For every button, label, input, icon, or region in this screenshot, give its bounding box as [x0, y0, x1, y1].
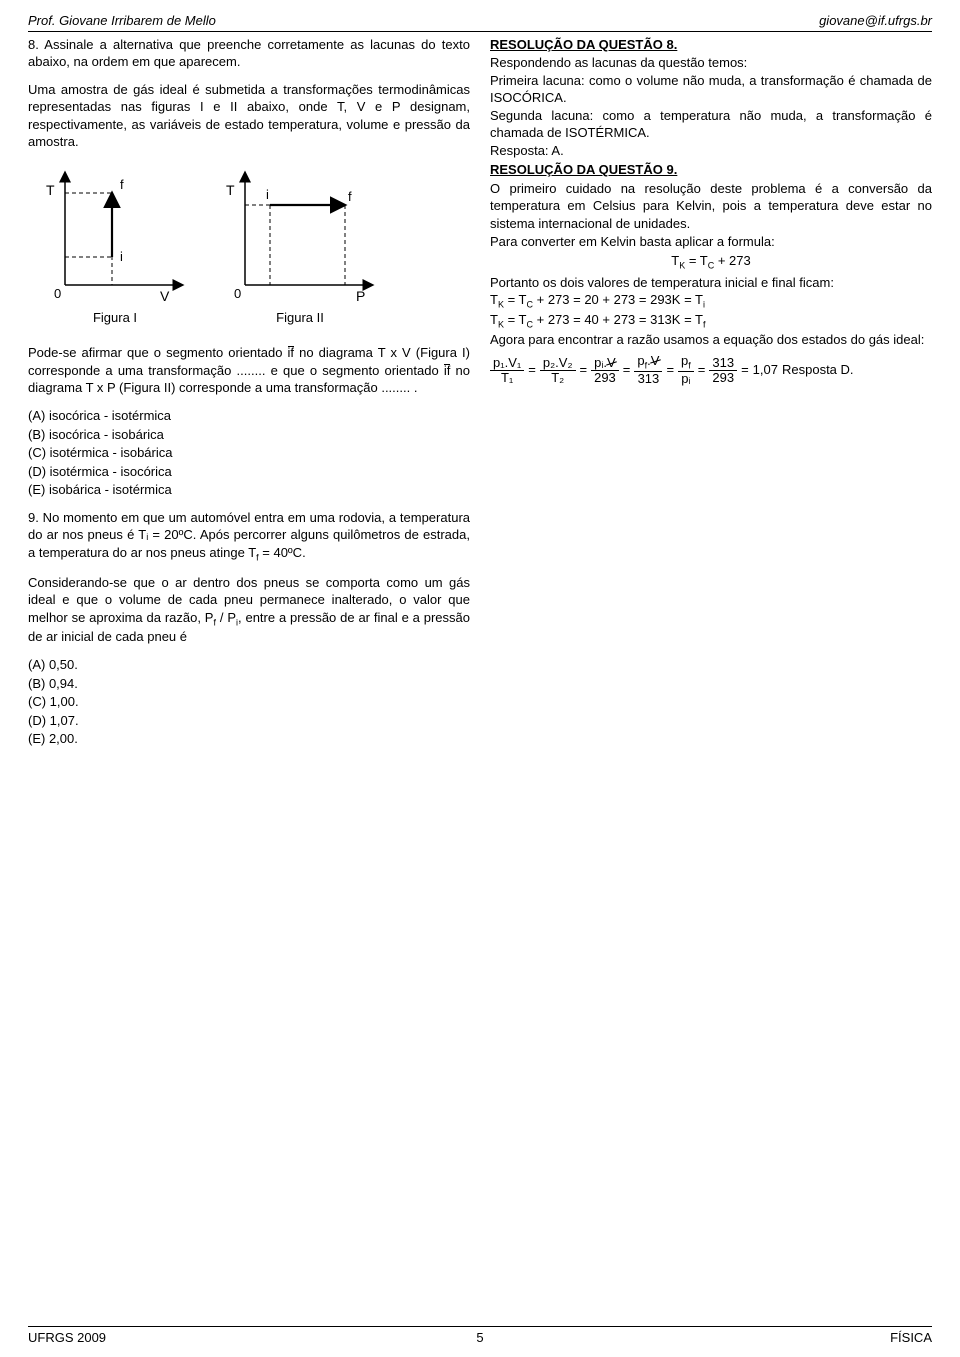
- q8-option-d: (D) isotérmica - isocórica: [28, 463, 470, 481]
- figure-1-svg: T f i 0 V: [40, 165, 190, 305]
- author-name: Prof. Giovane Irribarem de Mello: [28, 12, 216, 30]
- eq-sign-2: =: [580, 361, 588, 379]
- fig1-y-label: T: [46, 182, 55, 198]
- eq-f4-den: 313: [635, 372, 663, 386]
- q9-body-mid: / P: [216, 610, 236, 625]
- eq-frac-2: p₂.V₂ T₂: [540, 356, 576, 384]
- eq-f6-num: 313: [709, 356, 737, 371]
- page-footer: UFRGS 2009 5 FÍSICA: [28, 1326, 932, 1347]
- fig1-origin: 0: [54, 286, 61, 301]
- q8-seg-mid2: e que o segmento orientado: [271, 363, 444, 378]
- eq-f3-num-a: pᵢ.: [594, 355, 607, 370]
- author-email: giovane@if.ufrgs.br: [819, 12, 932, 30]
- eq-frac-5: pf pᵢ: [678, 354, 694, 386]
- eq-f1-den: T₁: [498, 371, 516, 385]
- fig2-y-label: T: [226, 182, 235, 198]
- q9-intro-text: 9. No momento em que um automóvel entra …: [28, 510, 470, 560]
- eq-answer: Resposta D.: [782, 361, 854, 379]
- res9-formula: TK = TC + 273: [490, 252, 932, 272]
- eq-f2-den: T₂: [548, 371, 567, 385]
- eq-frac-6: 313 293: [709, 356, 737, 384]
- eq-frac-1: p₁.V₁ T₁: [490, 356, 524, 384]
- res9-title: RESOLUÇÃO DA QUESTÃO 9.: [490, 161, 932, 179]
- figure-2-svg: T i f 0 P: [220, 165, 380, 305]
- q8-option-b: (B) isocórica - isobárica: [28, 426, 470, 444]
- footer-left: UFRGS 2009: [28, 1329, 106, 1347]
- eq-f5-num: pf: [678, 354, 694, 372]
- q8-option-e: (E) isobárica - isotérmica: [28, 481, 470, 499]
- q9-option-c: (C) 1,00.: [28, 693, 470, 711]
- eq-f1-num: p₁.V₁: [490, 356, 524, 371]
- content-columns: 8. Assinale a alternativa que preenche c…: [28, 36, 932, 749]
- q9-option-a: (A) 0,50.: [28, 656, 470, 674]
- page: Prof. Giovane Irribarem de Mello giovane…: [0, 0, 960, 1357]
- res8-line2: Primeira lacuna: como o volume não muda,…: [490, 72, 932, 107]
- fig2-x-label: P: [356, 288, 365, 304]
- q8-segment-text: Pode-se afirmar que o segmento orientado…: [28, 344, 470, 397]
- eq-f2-num: p₂.V₂: [540, 356, 576, 371]
- eq-f5-den: pᵢ: [678, 372, 693, 386]
- res9-p1: O primeiro cuidado na resolução deste pr…: [490, 180, 932, 233]
- res9-p4: Agora para encontrar a razão usamos a eq…: [490, 331, 932, 349]
- fig1-point-f: f: [120, 177, 124, 192]
- fig1-point-i: i: [120, 249, 123, 264]
- eq-sign-4: =: [666, 361, 674, 379]
- q8-option-a: (A) isocórica - isotérmica: [28, 407, 470, 425]
- q8-dots-1: ........: [237, 363, 266, 378]
- res9-p3: Portanto os dois valores de temperatura …: [490, 274, 932, 292]
- eq-f4-v-cancel: V: [651, 354, 660, 368]
- q8-options: (A) isocórica - isotérmica (B) isocórica…: [28, 407, 470, 499]
- eq-f3-den: 293: [591, 371, 619, 385]
- eq-f6-den: 293: [709, 371, 737, 385]
- q8-intro: 8. Assinale a alternativa que preenche c…: [28, 36, 470, 71]
- q9-body: Considerando-se que o ar dentro dos pneu…: [28, 574, 470, 646]
- res8-line1: Respondendo as lacunas da questão temos:: [490, 54, 932, 72]
- q9-options: (A) 0,50. (B) 0,94. (C) 1,00. (D) 1,07. …: [28, 656, 470, 748]
- eq-f4-num: pf.V: [634, 354, 662, 372]
- res9-equation: p₁.V₁ T₁ = p₂.V₂ T₂ = pᵢ.V 293 = pf.V 31…: [490, 354, 932, 386]
- figure-1: T f i 0 V Figura I: [40, 165, 190, 327]
- figure-1-label: Figura I: [40, 309, 190, 327]
- figure-2: T i f 0 P Figura II: [220, 165, 380, 327]
- right-column: RESOLUÇÃO DA QUESTÃO 8. Respondendo as l…: [480, 36, 932, 749]
- q8-body: Uma amostra de gás ideal é submetida a t…: [28, 81, 470, 151]
- q9-option-e: (E) 2,00.: [28, 730, 470, 748]
- eq-sign-6: =: [741, 361, 749, 379]
- res8-line3: Segunda lacuna: como a temperatura não m…: [490, 107, 932, 142]
- fig1-x-label: V: [160, 288, 170, 304]
- left-column: 8. Assinale a alternativa que preenche c…: [28, 36, 480, 749]
- figure-2-label: Figura II: [220, 309, 380, 327]
- q9-option-b: (B) 0,94.: [28, 675, 470, 693]
- if-segment-1: if: [288, 346, 295, 359]
- fig2-point-f: f: [348, 189, 352, 204]
- eq-f3-v-cancel: V: [607, 356, 616, 370]
- res8-title: RESOLUÇÃO DA QUESTÃO 8.: [490, 36, 932, 54]
- eq-frac-3: pᵢ.V 293: [591, 356, 619, 384]
- q8-option-c: (C) isotérmica - isobárica: [28, 444, 470, 462]
- fig2-origin: 0: [234, 286, 241, 301]
- footer-right: FÍSICA: [890, 1329, 932, 1347]
- eq-frac-4: pf.V 313: [634, 354, 662, 386]
- q9-option-d: (D) 1,07.: [28, 712, 470, 730]
- q9-intro-tail: = 40ºC.: [259, 545, 306, 560]
- page-header: Prof. Giovane Irribarem de Mello giovane…: [28, 12, 932, 32]
- eq-sign-1: =: [528, 361, 536, 379]
- res9-ti: TK = TC + 273 = 20 + 273 = 293K = Ti: [490, 291, 932, 311]
- eq-sign-3: =: [623, 361, 631, 379]
- fig2-point-i: i: [266, 187, 269, 202]
- q9-intro: 9. No momento em que um automóvel entra …: [28, 509, 470, 564]
- if-segment-2: if: [444, 364, 451, 377]
- footer-page-number: 5: [476, 1329, 483, 1347]
- res8-line4: Resposta: A.: [490, 142, 932, 160]
- eq-sign-5: =: [698, 361, 706, 379]
- res9-p2: Para converter em Kelvin basta aplicar a…: [490, 233, 932, 251]
- eq-result: 1,07: [753, 361, 778, 379]
- q8-seg-pre: Pode-se afirmar que o segmento orientado: [28, 345, 288, 360]
- eq-f3-num: pᵢ.V: [591, 356, 619, 371]
- figures-row: T f i 0 V Figura I: [28, 165, 470, 327]
- res9-tf: TK = TC + 273 = 40 + 273 = 313K = Tf: [490, 311, 932, 331]
